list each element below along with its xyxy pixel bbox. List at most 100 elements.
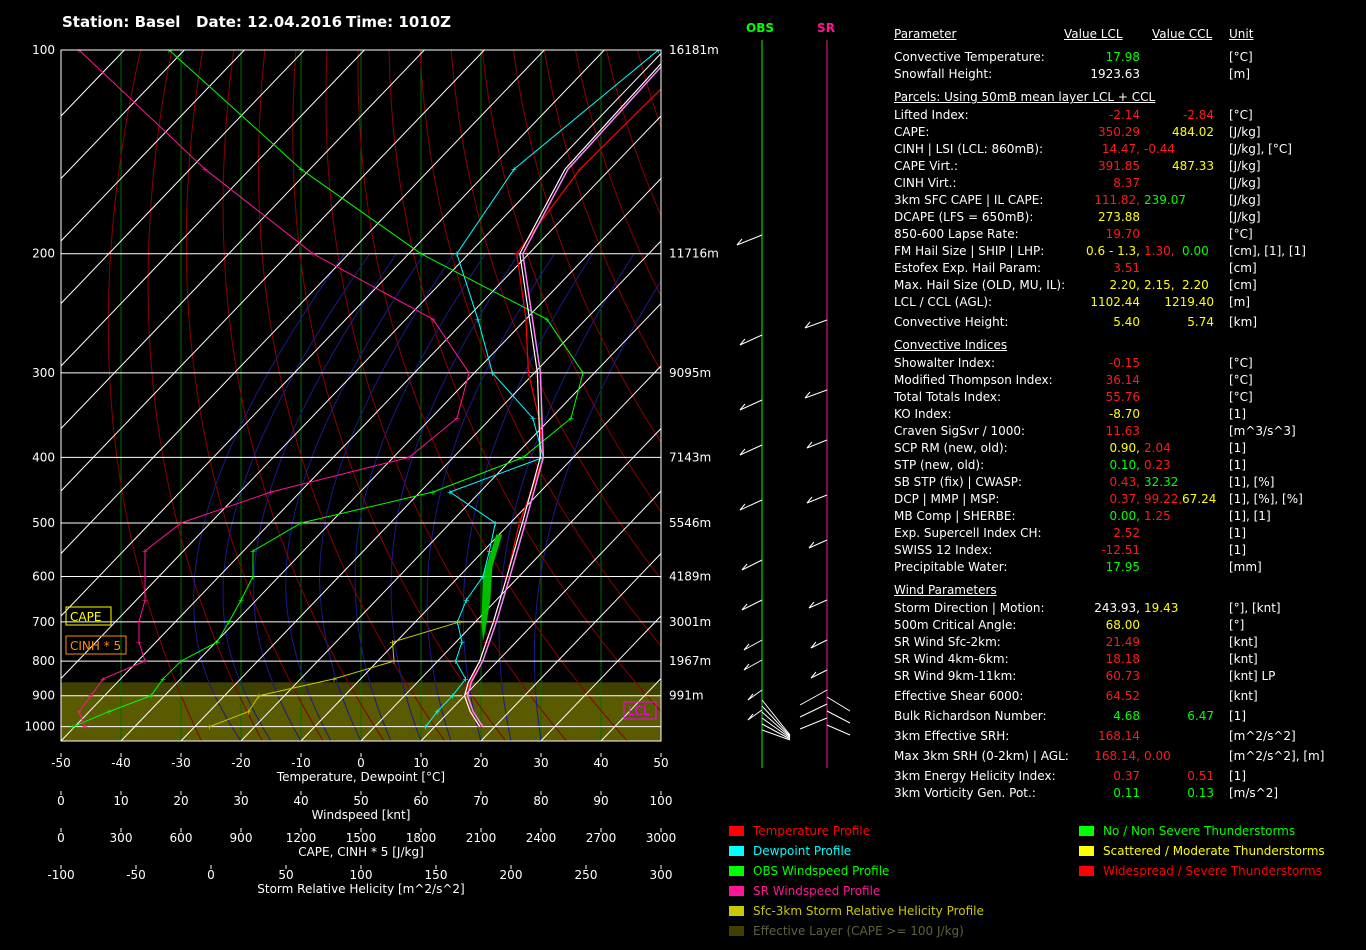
- cape-axis-tick-label: 1200: [286, 831, 317, 845]
- series-point: +: [142, 596, 149, 605]
- row-value-lcl: -12.51: [1101, 543, 1140, 557]
- series-point: +: [466, 369, 473, 378]
- row-value-lcl: -8.70: [1108, 407, 1140, 421]
- row-label: MB Comp | SHERBE:: [894, 509, 1016, 523]
- row-label: Modified Thompson Index:: [894, 373, 1053, 387]
- row-value-ccl: 6.47: [1187, 709, 1214, 723]
- row-value-ccl: 0.13: [1187, 786, 1214, 800]
- legend-item-swatch: [729, 866, 744, 876]
- series-point: +: [462, 675, 469, 684]
- row-unit: [°], [knt]: [1229, 601, 1281, 615]
- row-value-lcl: 243.93,: [1094, 601, 1140, 615]
- series-point: +: [88, 692, 95, 701]
- cape-axis-tick-label: 600: [170, 831, 193, 845]
- series-point: +: [580, 369, 587, 378]
- series-point: +: [178, 519, 185, 528]
- series-point: +: [516, 519, 523, 528]
- series-point: +: [238, 596, 245, 605]
- series-point: +: [106, 708, 113, 717]
- srh-axis-tick-label: 250: [575, 868, 598, 882]
- row-value-1: 0.37,: [1109, 492, 1140, 506]
- series-point: +: [76, 708, 83, 717]
- obs-wind-barb: [743, 643, 750, 651]
- obs-wind-barb: [739, 338, 746, 346]
- series-point: +: [226, 618, 233, 627]
- series-point: +: [489, 369, 496, 378]
- row-unit: [1], [%], [%]: [1229, 492, 1303, 506]
- series-point: +: [166, 46, 173, 55]
- lcl-box: [623, 701, 657, 720]
- isotherm: [61, 50, 185, 180]
- series-point: +: [523, 315, 530, 324]
- row-label: Precipitable Water:: [894, 560, 1008, 574]
- row-label: DCP | MMP | MSP:: [894, 492, 1000, 506]
- dry-adiabat: [481, 50, 661, 513]
- row-label: CINH Virt.:: [894, 176, 957, 190]
- row-unit: [J/kg]: [1229, 193, 1261, 207]
- row-unit: [m]: [1229, 67, 1251, 81]
- row-value-lcl: 4.68: [1113, 709, 1140, 723]
- isotherm: [61, 50, 365, 367]
- row-value-lcl: 0.10,: [1109, 458, 1140, 472]
- row-value-ccl: 1219.40: [1164, 295, 1214, 309]
- temp-axis-tick-label: -40: [111, 756, 131, 770]
- dry-adiabat: [325, 50, 567, 741]
- series-point: +: [525, 369, 532, 378]
- series-point: +: [447, 488, 454, 497]
- legend-item-label: Effective Layer (CAPE >= 100 J/kg): [753, 924, 964, 938]
- row-value-lcl: 60.73: [1105, 669, 1140, 683]
- height-tick-label: 1967m: [669, 654, 711, 668]
- height-tick-label: 7143m: [669, 450, 711, 464]
- station-label: Station: Basel: [62, 13, 181, 31]
- isotherm: [61, 50, 245, 242]
- row-value-lcl: 0.00,: [1109, 509, 1140, 523]
- pressure-tick-label: 900: [32, 689, 55, 703]
- series-point: +: [568, 414, 575, 423]
- series-point: +: [148, 692, 155, 701]
- row-value-lcl: -0.15: [1108, 356, 1140, 370]
- row-unit: [°C]: [1229, 390, 1253, 404]
- legend-item-label: SR Windspeed Profile: [753, 884, 881, 898]
- sr-wind-barb: [806, 439, 828, 449]
- virtual-parcel-line: [466, 65, 661, 728]
- series-point: +: [142, 657, 149, 666]
- wind-axis-tick-label: 0: [57, 794, 65, 808]
- temp-axis-tick-label: 20: [473, 756, 488, 770]
- row-value-lcl: 1923.63: [1090, 67, 1140, 81]
- obs-wind-barb: [739, 399, 763, 411]
- srh-axis-tick-label: 50: [278, 868, 293, 882]
- srh-axis-tick-label: 0: [207, 868, 215, 882]
- row-value-lcl: 18.18: [1105, 652, 1140, 666]
- isotherm: [61, 50, 605, 617]
- series-point: +: [331, 675, 338, 684]
- series-line-2: [72, 50, 584, 728]
- cinh-box: [65, 635, 127, 655]
- row-unit: [°C]: [1229, 356, 1253, 370]
- row-unit: [1]: [1229, 458, 1246, 472]
- sr-column-label: SR: [817, 21, 835, 35]
- obs-wind-barb: [736, 238, 743, 246]
- obs-wind-barb: [747, 689, 763, 701]
- row-label: SCP RM (new, old):: [894, 441, 1008, 455]
- legend-item-swatch: [729, 926, 744, 936]
- obs-wind-barb: [761, 705, 791, 737]
- row-value-ccl: 32.32: [1144, 475, 1179, 489]
- sr-wind-barb: [808, 601, 815, 609]
- row-value-3: 67.24: [1182, 492, 1217, 506]
- legend-item-swatch: [729, 826, 744, 836]
- category-legend-item-label: Widespread / Severe Thunderstorms: [1103, 864, 1322, 878]
- row-label: SWISS 12 Index:: [894, 543, 993, 557]
- row-label: 500m Critical Angle:: [894, 618, 1017, 632]
- row-unit: [1], [1]: [1229, 509, 1271, 523]
- series-point: +: [160, 675, 167, 684]
- row-unit: [m/s^2]: [1229, 786, 1279, 800]
- series-point: +: [434, 708, 441, 717]
- sr-wind-barb: [808, 539, 828, 549]
- sr-wind-barb: [804, 319, 828, 329]
- series-point: +: [475, 315, 482, 324]
- series-point: +: [178, 657, 185, 666]
- row-label: 850-600 Lapse Rate:: [894, 227, 1019, 241]
- legend-item-label: Temperature Profile: [753, 824, 871, 838]
- obs-wind-barb: [761, 711, 791, 738]
